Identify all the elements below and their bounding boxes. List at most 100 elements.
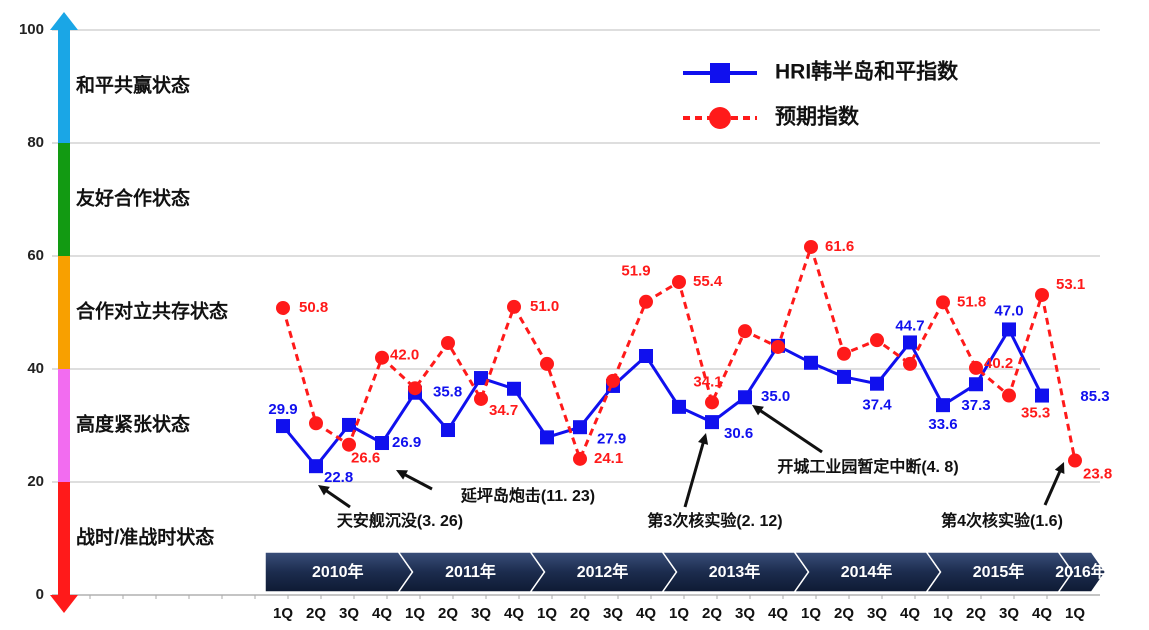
series-line: [281, 326, 1044, 469]
state-label: 战时/准战时状态: [76, 526, 214, 549]
point-marker: [771, 339, 785, 354]
annotation: 第3次核实验(2. 12): [647, 511, 782, 530]
annotation-arrowhead: [1054, 462, 1065, 474]
point-marker: [1068, 453, 1082, 468]
point-marker: [738, 324, 752, 339]
point-marker: [375, 436, 389, 451]
x-tick-label: 3Q: [867, 605, 887, 622]
state-label: 合作对立共存状态: [76, 300, 228, 323]
x-tick-label: 2Q: [966, 605, 986, 622]
annotation-arrowhead: [318, 485, 330, 496]
x-tick-label: 4Q: [636, 605, 656, 622]
year-label: 2010年: [312, 562, 364, 581]
x-tick-label: 2Q: [834, 605, 854, 622]
point-marker: [408, 381, 422, 396]
value-label: 61.6: [825, 238, 854, 255]
point-marker: [474, 391, 488, 406]
point-marker: [540, 356, 554, 371]
point-marker: [507, 299, 521, 314]
value-label: 37.4: [862, 397, 892, 414]
x-tick-label: 1Q: [801, 605, 821, 622]
value-label: 44.7: [895, 317, 924, 334]
point-marker: [969, 377, 983, 392]
y-tick-label: 20: [27, 473, 44, 490]
point-marker: [573, 420, 587, 435]
value-label: 33.6: [928, 416, 957, 433]
legend-label: HRI韩半岛和平指数: [775, 60, 959, 84]
annotation-arrow: [322, 487, 351, 509]
point-marker: [1002, 322, 1016, 337]
point-marker: [540, 430, 554, 445]
point-marker: [309, 416, 323, 431]
point-marker: [705, 395, 719, 410]
point-marker: [870, 376, 884, 391]
annotation: 开城工业园暂定中断(4. 8): [777, 457, 958, 476]
point-marker: [936, 398, 950, 413]
point-marker: [606, 373, 620, 388]
x-tick-label: 4Q: [768, 605, 788, 622]
band-arrow-bottom: [50, 595, 78, 613]
annotation-arrow: [1043, 466, 1063, 506]
year-label: 2011年: [445, 562, 496, 581]
annotation: 延坪岛炮击(11. 23): [460, 486, 595, 505]
annotation-arrow: [756, 407, 823, 454]
value-label: 35.3: [1021, 405, 1050, 422]
value-label: 27.9: [597, 430, 626, 447]
x-tick-label: 2Q: [702, 605, 722, 622]
state-band: [58, 30, 70, 143]
year-label: 2016年: [1055, 562, 1107, 581]
point-marker: [903, 356, 917, 371]
state-label: 友好合作状态: [76, 187, 190, 210]
point-marker: [441, 336, 455, 351]
point-marker: [474, 371, 488, 386]
x-tick-label: 3Q: [339, 605, 359, 622]
point-marker: [507, 381, 521, 396]
value-label: 22.8: [324, 469, 353, 486]
x-tick-label: 3Q: [603, 605, 623, 622]
point-marker: [837, 369, 851, 384]
x-tick-label: 3Q: [999, 605, 1019, 622]
legend-marker: [710, 63, 730, 83]
value-label: 23.8: [1083, 465, 1112, 482]
x-tick-label: 1Q: [273, 605, 293, 622]
value-label: 35.0: [761, 388, 790, 405]
state-label: 和平共赢状态: [76, 74, 190, 97]
point-marker: [936, 295, 950, 310]
point-marker: [1002, 388, 1016, 403]
value-label: 50.8: [299, 299, 328, 316]
value-label: 51.0: [530, 298, 559, 315]
year-label: 2015年: [973, 562, 1025, 581]
point-marker: [705, 415, 719, 430]
y-tick-label: 40: [27, 360, 44, 377]
year-label: 2014年: [841, 562, 893, 581]
point-marker: [276, 419, 290, 434]
value-label: 34.7: [489, 402, 518, 419]
value-label: 34.1: [693, 373, 722, 390]
value-label: 30.6: [724, 425, 753, 442]
x-tick-label: 3Q: [471, 605, 491, 622]
band-arrow-top: [50, 12, 78, 30]
point-marker: [639, 349, 653, 364]
x-tick-label: 1Q: [669, 605, 689, 622]
point-marker: [672, 399, 686, 414]
legend-label: 预期指数: [775, 106, 860, 129]
x-tick-label: 1Q: [933, 605, 953, 622]
point-marker: [342, 437, 356, 452]
state-band: [58, 482, 70, 595]
point-marker: [969, 360, 983, 375]
point-marker: [309, 459, 323, 474]
year-label: 2013年: [709, 562, 761, 581]
year-label: 2012年: [577, 562, 629, 581]
point-marker: [441, 423, 455, 438]
point-marker: [375, 350, 389, 365]
state-band: [58, 143, 70, 256]
x-tick-label: 2Q: [438, 605, 458, 622]
annotation-arrow: [400, 471, 433, 491]
point-marker: [342, 417, 356, 432]
value-label: 51.9: [621, 263, 650, 280]
x-tick-label: 2Q: [306, 605, 326, 622]
point-marker: [573, 451, 587, 466]
point-marker: [1035, 287, 1049, 302]
value-label: 40.2: [984, 355, 1013, 372]
